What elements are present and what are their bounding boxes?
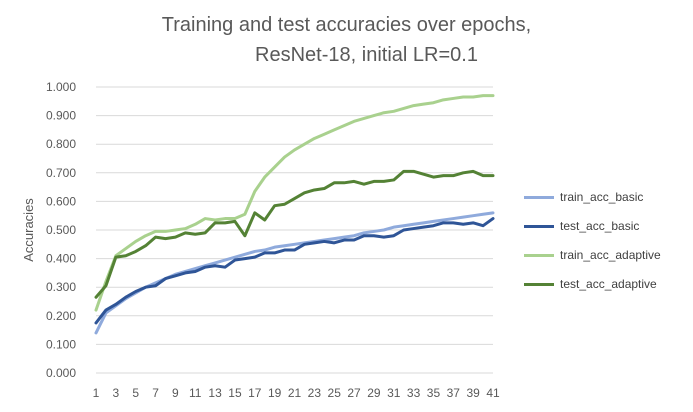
- legend-swatch: [524, 196, 554, 199]
- series-line-train-acc-adaptive: [94, 94, 495, 312]
- legend-label: test_acc_basic: [560, 219, 640, 233]
- x-tick-label: 15: [228, 386, 242, 400]
- y-tick-label: 0.700: [46, 166, 76, 180]
- series-line-test-acc-basic: [94, 217, 495, 325]
- x-tick-label: 25: [328, 386, 342, 400]
- y-tick-label: 0.800: [46, 137, 76, 151]
- x-tick-label: 21: [288, 386, 302, 400]
- y-axis-label: Accuracies: [21, 198, 36, 262]
- x-tick-label: 29: [367, 386, 381, 400]
- gridlines: [96, 86, 493, 374]
- y-tick-label: 0.900: [46, 109, 76, 123]
- x-tick-label: 7: [152, 386, 159, 400]
- x-tick-label: 17: [248, 386, 262, 400]
- y-axis-ticks: 0.000 0.100 0.200 0.300 0.400 0.500 0.600 0.700…: [46, 80, 76, 380]
- legend-swatch: [524, 254, 554, 257]
- x-tick-label: 19: [268, 386, 282, 400]
- y-tick-label: 0.200: [46, 309, 76, 323]
- y-tick-label: 1.000: [46, 80, 76, 94]
- x-tick-label: 35: [427, 386, 441, 400]
- y-tick-label: 0.300: [46, 280, 76, 294]
- legend-label: train_acc_basic: [560, 190, 644, 204]
- series-line-test-acc-adaptive: [94, 169, 495, 299]
- x-tick-label: 23: [308, 386, 322, 400]
- y-tick-label: 0.100: [46, 337, 76, 351]
- x-tick-label: 31: [387, 386, 401, 400]
- y-tick-label: 0.400: [46, 252, 76, 266]
- y-tick-label: 0.000: [46, 366, 76, 380]
- x-tick-label: 1: [93, 386, 100, 400]
- x-tick-label: 41: [486, 386, 500, 400]
- x-tick-label: 13: [208, 386, 222, 400]
- x-tick-label: 9: [172, 386, 179, 400]
- legend-swatch: [524, 283, 554, 286]
- chart-title: Training and test accuracies over epochs…: [161, 14, 532, 36]
- legend-swatch: [524, 225, 554, 228]
- chart-subtitle: ResNet-18, initial LR=0.1: [255, 44, 478, 66]
- x-tick-label: 37: [447, 386, 461, 400]
- y-tick-label: 0.500: [46, 223, 76, 237]
- legend-label: train_acc_adaptive: [560, 248, 661, 262]
- legend-label: test_acc_adaptive: [560, 277, 657, 291]
- x-tick-label: 5: [132, 386, 139, 400]
- x-tick-label: 33: [407, 386, 421, 400]
- x-axis-ticks: 1 3 5 7 9 11 13 15 17 19 21 23 25 27 29 31 33 35 37 39 41: [93, 386, 500, 400]
- y-tick-label: 0.600: [46, 194, 76, 208]
- x-tick-label: 3: [113, 386, 120, 400]
- series-lines: [94, 94, 495, 335]
- x-tick-label: 27: [347, 386, 361, 400]
- x-tick-label: 11: [189, 386, 202, 400]
- x-tick-label: 39: [466, 386, 480, 400]
